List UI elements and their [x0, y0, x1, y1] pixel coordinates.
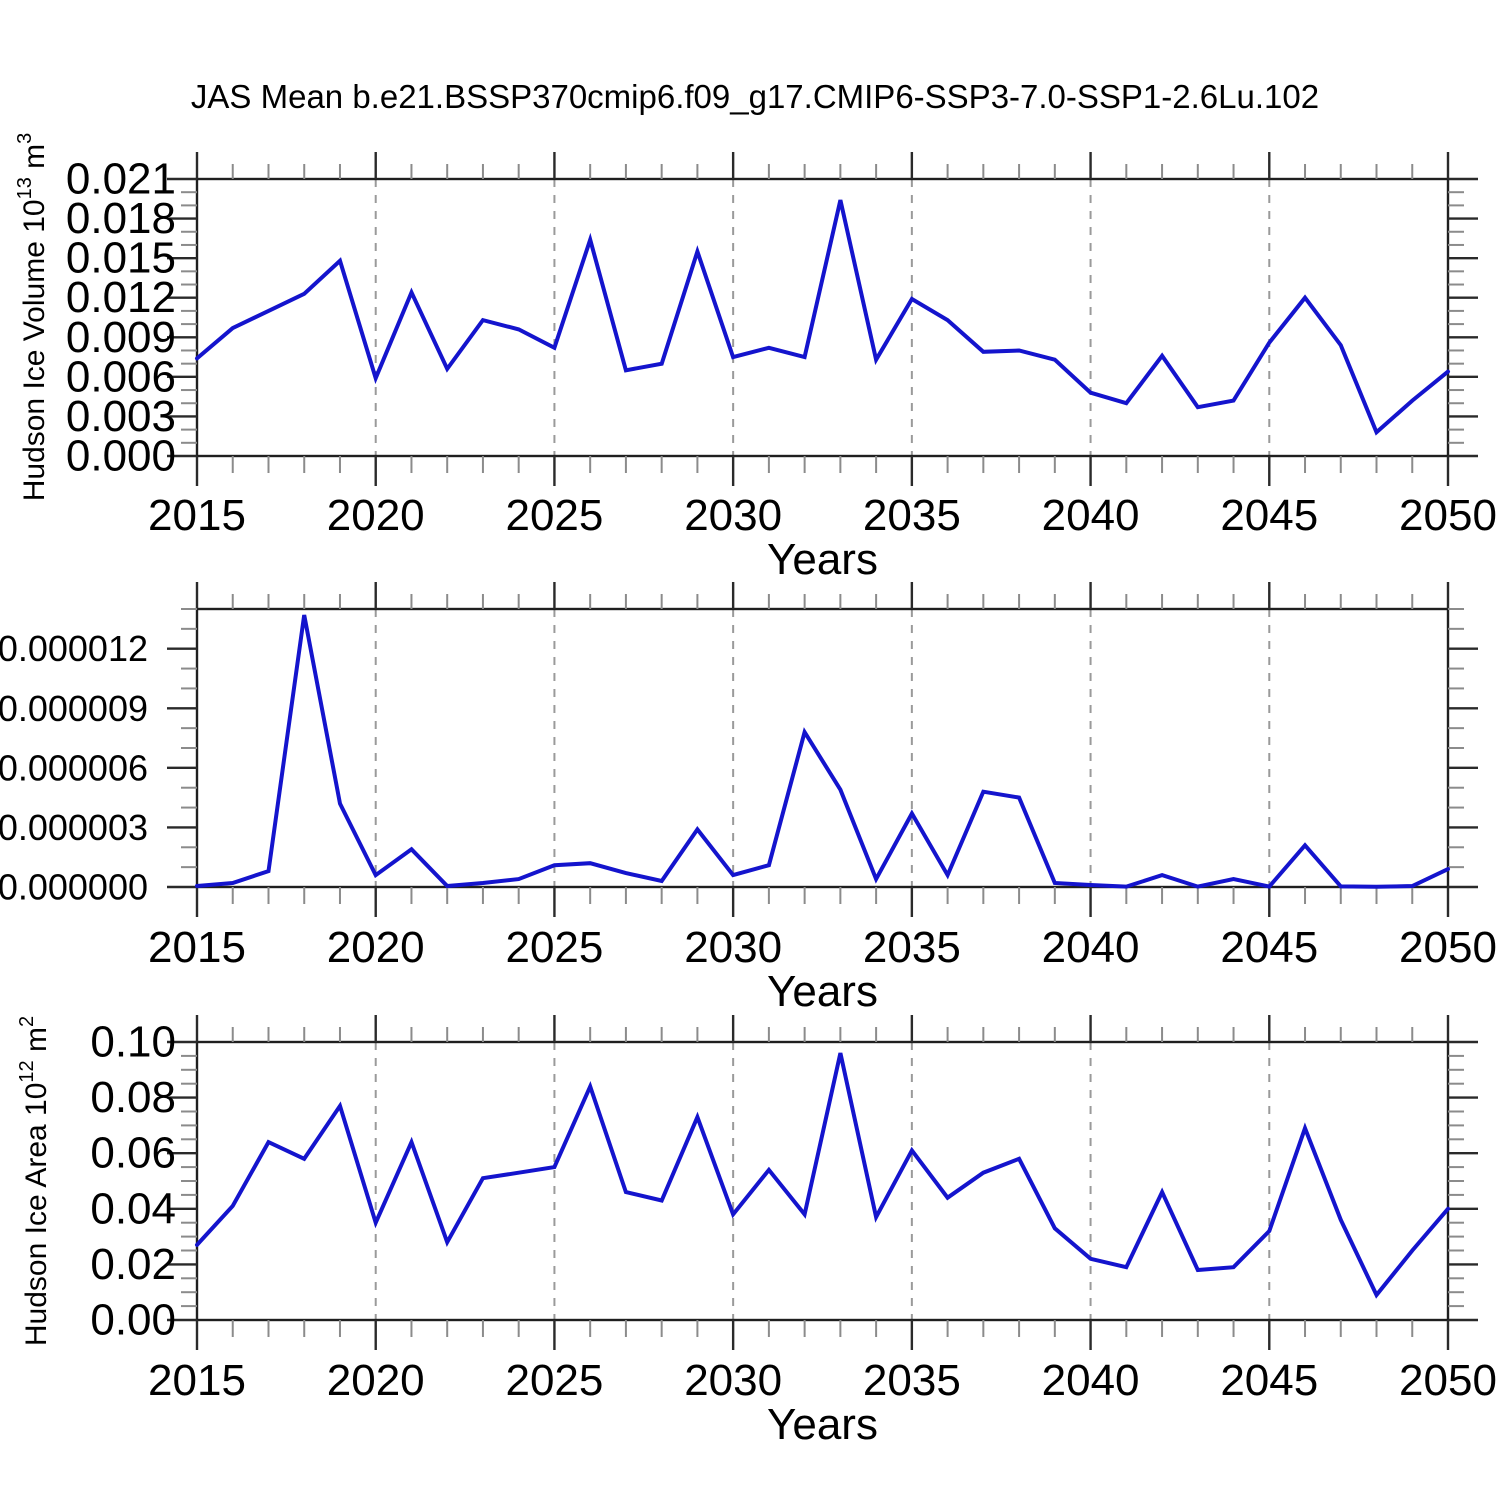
y-tick-label: 0.021: [66, 155, 176, 204]
x-tick-label: 2025: [505, 923, 603, 972]
y-tick-label: 0.000003: [0, 807, 148, 848]
x-tick-label: 2040: [1042, 1356, 1140, 1405]
x-tick-label: 2050: [1399, 1356, 1497, 1405]
y-tick-label: 0.015: [66, 234, 176, 283]
panel-ice-volume: 0.0000.0030.0060.0090.0120.0150.0180.021…: [14, 133, 1497, 584]
y-tick-label: 0.000006: [0, 747, 148, 788]
series-line: [195, 1052, 1450, 1299]
y-tick-label: 0.012: [66, 273, 176, 322]
y-axis-title: Hudson Ice Volume 1013 m3: [14, 133, 51, 502]
plot-frame: [195, 177, 1450, 458]
y-tick-label: 0.000000: [0, 867, 148, 908]
x-tick-label: 2025: [505, 1356, 603, 1405]
x-tick-label: 2035: [863, 491, 961, 540]
y-tick-label: 0.04: [90, 1184, 176, 1233]
x-tick-label: 2050: [1399, 491, 1497, 540]
x-axis-title: Years: [767, 967, 878, 1016]
y-tick-label: 0.000012: [0, 628, 148, 669]
y-tick-label: 0.006: [66, 352, 176, 401]
x-tick-label: 2030: [684, 1356, 782, 1405]
x-tick-label: 2050: [1399, 923, 1497, 972]
x-tick-label: 2035: [863, 923, 961, 972]
x-axis-title: Years: [767, 1400, 878, 1449]
x-tick-label: 2020: [327, 923, 425, 972]
x-tick-label: 2045: [1220, 1356, 1318, 1405]
x-tick-label: 2040: [1042, 923, 1140, 972]
y-tick-label: 0.003: [66, 392, 176, 441]
series-line: [195, 614, 1450, 889]
y-tick-label: 0.06: [90, 1129, 176, 1178]
x-tick-label: 2035: [863, 1356, 961, 1405]
x-axis-title: Years: [767, 535, 878, 584]
y-tick-label: 0.000: [66, 432, 176, 481]
y-tick-label: 0.08: [90, 1073, 176, 1122]
x-tick-label: 2015: [148, 1356, 246, 1405]
x-tick-label: 2045: [1220, 923, 1318, 972]
x-tick-label: 2030: [684, 923, 782, 972]
y-tick-label: 0.10: [90, 1018, 176, 1067]
plot-frame: [195, 607, 1450, 889]
x-tick-label: 2030: [684, 491, 782, 540]
y-tick-label: 0.02: [90, 1240, 176, 1289]
x-tick-label: 2020: [327, 1356, 425, 1405]
x-tick-label: 2045: [1220, 491, 1318, 540]
chart-title: JAS Mean b.e21.BSSP370cmip6.f09_g17.CMIP…: [190, 78, 1320, 115]
y-tick-label: 0.000009: [0, 688, 148, 729]
plot-frame: [195, 1040, 1450, 1322]
y-tick-label: 0.009: [66, 313, 176, 362]
panel-ice-area: 0.00 0.02 0.04 0.06 0.08 0.10 2015 2020 2025 2030…: [16, 1015, 1497, 1449]
y-axis-title: Hudson Ice Area 1012 m2: [16, 1016, 53, 1346]
x-tick-label: 2025: [505, 491, 603, 540]
x-tick-label: 2020: [327, 491, 425, 540]
series-line: [195, 199, 1450, 436]
panel-middle: 0.000000 0.000003 0.000006 0.000009 0.000012…: [0, 582, 1497, 1016]
x-tick-label: 2040: [1042, 491, 1140, 540]
y-tick-label: 0.00: [90, 1296, 176, 1345]
y-tick-label: 0.018: [66, 194, 176, 243]
x-tick-label: 2015: [148, 923, 246, 972]
x-tick-label: 2015: [148, 491, 246, 540]
